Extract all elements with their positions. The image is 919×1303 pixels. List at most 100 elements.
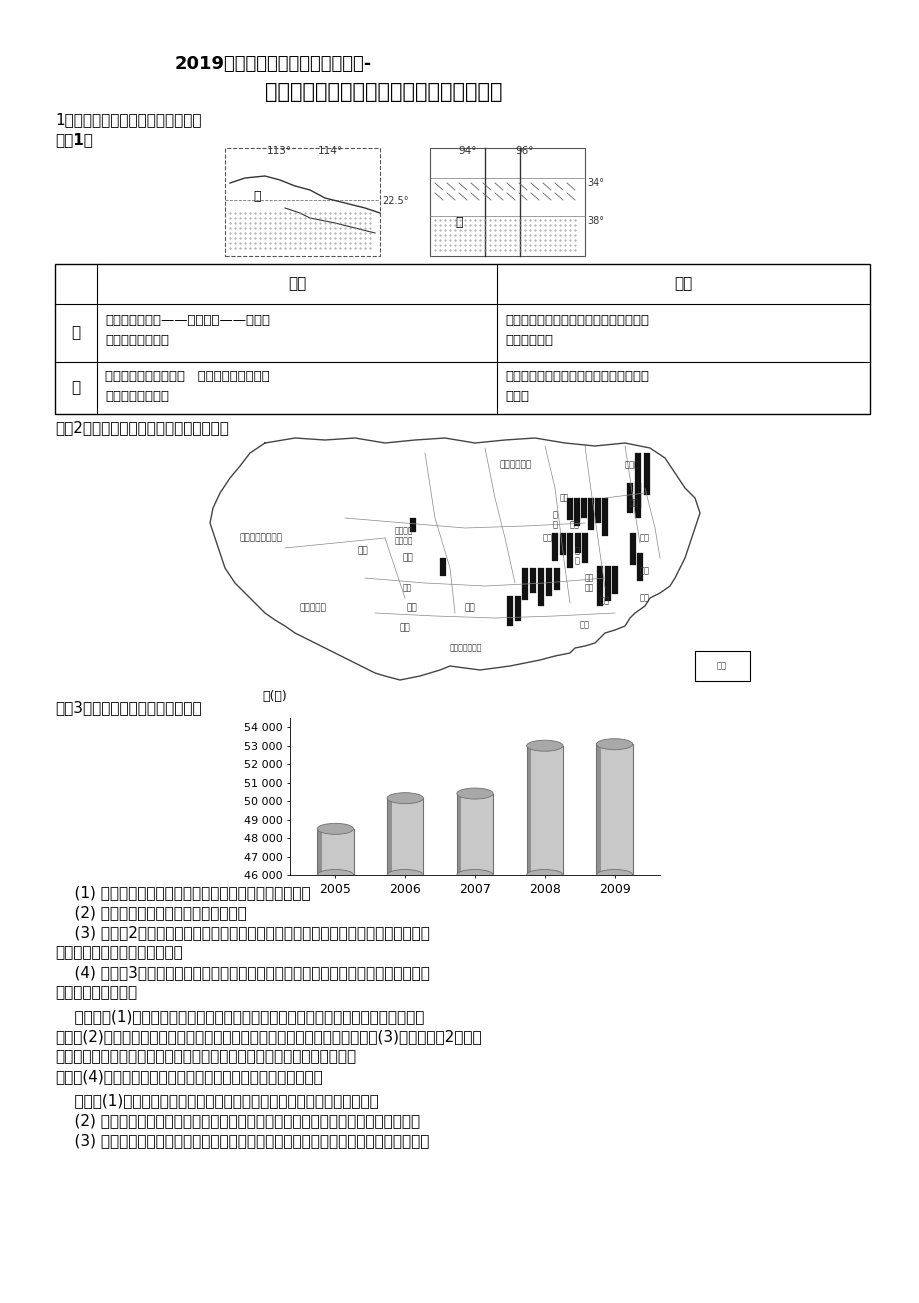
Text: 万(吨): 万(吨)	[262, 691, 287, 704]
Bar	[560, 533, 565, 555]
Text: 114°: 114°	[318, 146, 343, 156]
Text: 乙: 乙	[72, 380, 81, 396]
Text: (4) 读材料3可知我国粮食连年增产，但近年来增产幅度在减小。试剖析近年来粮食增: (4) 读材料3可知我国粮食连年增产，但近年来增产幅度在减小。试剖析近年来粮食增	[55, 966, 429, 980]
Text: 四川: 四川	[403, 552, 414, 562]
Text: 是全国著名的石化、宇航、电子、飞体制: 是全国著名的石化、宇航、电子、飞体制	[505, 370, 648, 383]
Text: 宁夏回族
自治市区: 宁夏回族 自治市区	[394, 526, 413, 546]
Text: (3) 据材料2剖析我国粮食储备库的散布与我国粮食生产的关系。我国西部地域粮食储: (3) 据材料2剖析我国粮食储备库的散布与我国粮食生产的关系。我国西部地域粮食储	[55, 925, 429, 939]
Bar	[605, 566, 610, 601]
Text: 西藏自治区: 西藏自治区	[300, 603, 326, 612]
Text: 1、阅读下面材料，回答以下问题。: 1、阅读下面材料，回答以下问题。	[55, 112, 201, 126]
Ellipse shape	[317, 869, 353, 881]
Text: 材料1：: 材料1：	[55, 132, 93, 147]
Ellipse shape	[317, 823, 353, 834]
Bar	[551, 533, 558, 562]
Text: 产幅度减小的原因。: 产幅度减小的原因。	[55, 985, 137, 999]
Bar	[566, 498, 573, 520]
Ellipse shape	[387, 869, 423, 881]
Bar	[322, 829, 353, 876]
Text: 大连: 大连	[630, 498, 639, 507]
Text: 湖北
安徽: 湖北 安徽	[584, 573, 594, 593]
Text: 陕西: 陕西	[542, 533, 552, 542]
Text: 重点发展亚热带水果、   蔬菜、花卉栽种业，: 重点发展亚热带水果、 蔬菜、花卉栽种业，	[105, 370, 269, 383]
Text: 22.5°: 22.5°	[381, 195, 408, 206]
Ellipse shape	[526, 869, 562, 881]
Bar	[545, 568, 551, 595]
Text: 湖南: 湖南	[464, 603, 475, 612]
Bar	[461, 794, 493, 876]
Bar	[573, 498, 579, 526]
Bar	[538, 568, 543, 606]
Text: 江西: 江西	[599, 595, 609, 605]
Bar	[611, 566, 618, 594]
Text: (2) 甲：劳动力丰富而低价，改革开放的优惠政策。乙：能源资源富裕，科技发达。: (2) 甲：劳动力丰富而低价，改革开放的优惠政策。乙：能源资源富裕，科技发达。	[55, 1113, 420, 1128]
Text: 贵州: 贵州	[406, 603, 417, 612]
Text: 江苏: 江苏	[640, 533, 650, 542]
Bar	[429, 149, 584, 255]
Text: 河
南: 河 南	[552, 509, 558, 529]
Ellipse shape	[596, 869, 632, 881]
Ellipse shape	[387, 792, 423, 804]
Text: 广东: 广东	[579, 620, 589, 629]
Text: 造中心: 造中心	[505, 390, 528, 403]
Bar	[643, 453, 650, 495]
Bar	[553, 568, 560, 590]
Ellipse shape	[526, 740, 562, 752]
Text: 乳牛业的发展历程: 乳牛业的发展历程	[105, 334, 169, 347]
Bar	[410, 519, 415, 532]
Bar	[526, 745, 530, 876]
Text: (1) 促进甲乙两地农业发展变化的相同区位因素有哪些？: (1) 促进甲乙两地农业发展变化的相同区位因素有哪些？	[55, 885, 311, 900]
Bar	[529, 568, 536, 593]
Text: 农业: 农业	[288, 276, 306, 292]
Text: 113°: 113°	[267, 146, 292, 156]
Bar	[566, 533, 573, 568]
Bar	[574, 533, 581, 552]
Text: 关。第(2)题，甲地是我国珠三角工业基地，乙地为美国南部高科技工业区。第(3)题，从材料2中能够: 关。第(2)题，甲地是我国珠三角工业基地，乙地为美国南部高科技工业区。第(3)题…	[55, 1029, 482, 1044]
Bar	[55, 265, 869, 414]
Bar	[439, 558, 446, 576]
Text: 34°: 34°	[586, 179, 604, 188]
Text: 重庆: 重庆	[403, 582, 412, 592]
Bar	[596, 744, 600, 876]
Text: 备库散布稀罕，试剖析其原因。: 备库散布稀罕，试剖析其原因。	[55, 945, 183, 960]
Text: 北京: 北京	[560, 493, 569, 502]
Bar	[601, 498, 607, 536]
Bar	[521, 568, 528, 599]
Text: 黑龙江: 黑龙江	[624, 460, 640, 469]
Text: 38°: 38°	[586, 216, 604, 225]
Bar	[225, 149, 380, 255]
Text: 经历了水稻生产——基塘农业——花卉、: 经历了水稻生产——基塘农业——花卉、	[105, 314, 269, 327]
Text: 甲: 甲	[72, 326, 81, 340]
Text: 甲: 甲	[253, 190, 260, 203]
Text: 新疆维吾尔自治区: 新疆维吾尔自治区	[240, 533, 283, 542]
Bar	[581, 498, 586, 519]
Bar	[600, 744, 632, 876]
Text: 2019高考地理二轮练习提能力操练-: 2019高考地理二轮练习提能力操练-	[175, 55, 372, 73]
Text: 第十章交通运输布局及其影响板块命题直击: 第十章交通运输布局及其影响板块命题直击	[265, 82, 502, 102]
Bar	[630, 533, 635, 566]
Ellipse shape	[457, 869, 493, 881]
Bar	[530, 745, 562, 876]
Text: 94°: 94°	[458, 146, 476, 156]
Bar	[634, 453, 641, 508]
Text: 云南: 云南	[400, 623, 410, 632]
Text: 工业: 工业	[674, 276, 692, 292]
Text: 材料2：我国国家粮食储备库数量散布图。: 材料2：我国国家粮食储备库数量散布图。	[55, 420, 229, 435]
Text: 青海: 青海	[357, 546, 369, 555]
Bar	[457, 794, 461, 876]
Bar	[627, 483, 632, 513]
Text: 图例: 图例	[716, 662, 726, 671]
Text: 因。第(4)题，粮食增幅减小与农业构造调整、耕地减少等相关。: 因。第(4)题，粮食增幅减小与农业构造调整、耕地减少等相关。	[55, 1068, 323, 1084]
Bar	[387, 799, 391, 876]
Text: 供给东北部工业区: 供给东北部工业区	[105, 390, 169, 403]
Text: 山
东: 山 东	[574, 546, 579, 566]
Bar	[506, 595, 513, 625]
Bar	[596, 566, 602, 606]
Bar	[582, 533, 587, 563]
Text: 作为对外开放的桥头堡，加工贸易一度占: 作为对外开放的桥头堡，加工贸易一度占	[505, 314, 648, 327]
Text: 96°: 96°	[515, 146, 533, 156]
Ellipse shape	[596, 739, 632, 749]
Bar	[595, 498, 600, 523]
Text: 广西壮族自治区: 广西壮族自治区	[449, 642, 482, 652]
Ellipse shape	[457, 788, 493, 799]
